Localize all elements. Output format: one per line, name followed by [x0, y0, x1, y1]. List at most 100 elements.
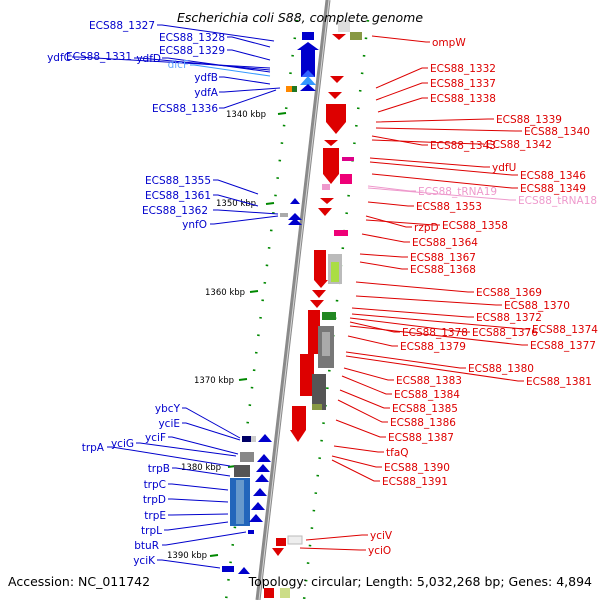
gene-label-tRNA18[interactable]: ECS88_tRNA18 [518, 195, 597, 207]
gene-label-ECS88_1343[interactable]: ECS88_1343 [430, 140, 496, 152]
gene-label-ydfC[interactable]: ydfC [47, 52, 71, 64]
leader-ECS88_1361 [213, 194, 259, 207]
leader-ydfA [219, 87, 281, 93]
gene-label-ompW[interactable]: ompW [432, 37, 466, 49]
feature-ompW-block [350, 32, 362, 40]
gene-label-ECS88_1376[interactable]: ECS88_1376 [472, 327, 538, 339]
leader-rzpD [365, 215, 412, 228]
gene-label-btuR[interactable]: btuR [134, 540, 159, 552]
leader-trpD [168, 498, 229, 503]
feature-ynfO-b [288, 218, 302, 225]
gene-label-ybcY[interactable]: ybcY [155, 403, 181, 415]
gene-label-ECS88_1349[interactable]: ECS88_1349 [520, 183, 586, 195]
feature-yciK [222, 566, 234, 572]
feature-ydfA-orange [286, 86, 292, 92]
gene-label-trpD[interactable]: trpD [143, 494, 166, 506]
gene-label-ECS88_1355[interactable]: ECS88_1355 [145, 175, 211, 187]
leader-ECS88_1332 [375, 67, 428, 89]
gene-label-yciO[interactable]: yciO [368, 545, 391, 557]
feature-trpC [256, 464, 270, 472]
gene-label-rzpD[interactable]: rzpD [414, 222, 439, 234]
gene-label-ECS88_1328[interactable]: ECS88_1328 [159, 32, 225, 44]
gene-label-ECS88_1362[interactable]: ECS88_1362 [142, 205, 208, 217]
gene-label-ECS88_1391[interactable]: ECS88_1391 [382, 476, 448, 488]
gene-label-ECS88_1384[interactable]: ECS88_1384 [394, 389, 460, 401]
leader-ECS88_1336 [219, 89, 277, 109]
leader-trpA [107, 446, 231, 467]
feature-ECS88_1384 [312, 404, 322, 410]
gene-label-ECS88_1390[interactable]: ECS88_1390 [384, 462, 450, 474]
leader-ydfU [369, 157, 490, 168]
feature-ECS88_1338 [326, 104, 346, 122]
gene-label-ECS88_1353[interactable]: ECS88_1353 [416, 201, 482, 213]
leader-ECS88_1353 [367, 201, 414, 207]
gene-label-trpC[interactable]: trpC [144, 479, 166, 491]
gene-label-ECS88_1339[interactable]: ECS88_1339 [496, 114, 562, 126]
gene-label-ECS88_1338[interactable]: ECS88_1338 [430, 93, 496, 105]
gene-label-ECS88_1377[interactable]: ECS88_1377 [530, 340, 596, 352]
gene-label-ECS88_1337[interactable]: ECS88_1337 [430, 78, 496, 90]
gene-label-trpL[interactable]: trpL [141, 525, 162, 537]
gene-label-dicF[interactable]: dicF [168, 59, 189, 71]
gene-label-yciE[interactable]: yciE [158, 418, 180, 430]
leader-yciV [305, 534, 368, 541]
gene-label-ECS88_1374[interactable]: ECS88_1374 [532, 324, 598, 336]
gene-label-ECS88_1387[interactable]: ECS88_1387 [388, 432, 454, 444]
gene-label-yciG[interactable]: yciG [111, 438, 134, 450]
gene-label-ydfU[interactable]: ydfU [492, 162, 516, 174]
gene-label-ECS88_1381[interactable]: ECS88_1381 [526, 376, 592, 388]
gene-label-yciV[interactable]: yciV [370, 530, 393, 542]
gene-label-ECS88_1386[interactable]: ECS88_1386 [390, 417, 456, 429]
gene-label-tfaQ[interactable]: tfaQ [386, 447, 409, 459]
feature-trpE [253, 488, 267, 496]
gene-label-ECS88_1383[interactable]: ECS88_1383 [396, 375, 462, 387]
leader-ECS88_1390 [331, 455, 382, 468]
leader-ECS88_1381 [345, 355, 524, 382]
gene-label-ECS88_1370[interactable]: ECS88_1370 [504, 300, 570, 312]
gene-label-ECS88_1369[interactable]: ECS88_1369 [476, 287, 542, 299]
gene-label-ECS88_1340[interactable]: ECS88_1340 [524, 126, 590, 138]
leader-ECS88_1339 [375, 118, 494, 123]
gene-label-ynfO[interactable]: ynfO [182, 219, 207, 231]
gene-label-ydfD[interactable]: ydfD [136, 53, 161, 65]
leader-ECS88_1364 [361, 233, 410, 243]
genome-backbone [255, 0, 331, 600]
leader-yciG [136, 442, 237, 457]
gene-label-ECS88_1372[interactable]: ECS88_1372 [476, 312, 542, 324]
gene-label-trpA[interactable]: trpA [82, 442, 105, 454]
leader-ECS88_1340 [375, 127, 522, 132]
gene-label-ECS88_1331[interactable]: ECS88_1331 [66, 51, 132, 63]
gene-label-ECS88_1380[interactable]: ECS88_1380 [468, 363, 534, 375]
feature-ydfB [300, 84, 316, 91]
gene-label-ECS88_1358[interactable]: ECS88_1358 [442, 220, 508, 232]
gene-label-trpB[interactable]: trpB [148, 463, 170, 475]
leader-dicF [190, 64, 271, 77]
feature-ydfA-green [292, 86, 297, 92]
gene-label-ECS88_1346[interactable]: ECS88_1346 [520, 170, 586, 182]
leader-tRNA19 [367, 185, 416, 192]
gene-label-ECS88_1385[interactable]: ECS88_1385 [392, 403, 458, 415]
gene-label-ECS88_1342[interactable]: ECS88_1342 [486, 139, 552, 151]
tick-1390 [209, 554, 219, 557]
gene-label-trpE[interactable]: trpE [144, 510, 166, 522]
leader-ECS88_1362 [213, 209, 279, 215]
gene-label-ECS88_1336[interactable]: ECS88_1336 [152, 103, 218, 115]
gene-label-ECS88_1368[interactable]: ECS88_1368 [410, 264, 476, 276]
gene-label-ydfA[interactable]: ydfA [194, 87, 219, 99]
feature-ECS88_1339 [326, 122, 346, 134]
gene-label-ECS88_1378[interactable]: ECS88_1378 [402, 327, 468, 339]
gene-label-ECS88_1364[interactable]: ECS88_1364 [412, 237, 478, 249]
gene-label-yciK[interactable]: yciK [133, 555, 156, 567]
gene-label-ydfB[interactable]: ydfB [194, 72, 218, 84]
gene-label-ECS88_1361[interactable]: ECS88_1361 [145, 190, 211, 202]
gene-label-ECS88_1379[interactable]: ECS88_1379 [400, 341, 466, 353]
gene-label-ECS88_1332[interactable]: ECS88_1332 [430, 63, 496, 75]
tick-label-1350: 1350 kbp [216, 199, 256, 209]
gene-label-tRNA19[interactable]: ECS88_tRNA19 [418, 186, 497, 198]
gene-label-yciF[interactable]: yciF [145, 432, 166, 444]
right-gene-labels: ompW ECS88_1332 ECS88_1337 ECS88_1338 EC… [368, 37, 598, 557]
gene-label-ECS88_1367[interactable]: ECS88_1367 [410, 252, 476, 264]
tick-label-1390: 1390 kbp [167, 551, 207, 561]
gene-label-ECS88_1329[interactable]: ECS88_1329 [159, 45, 225, 57]
gene-label-ECS88_1327[interactable]: ECS88_1327 [89, 20, 155, 32]
